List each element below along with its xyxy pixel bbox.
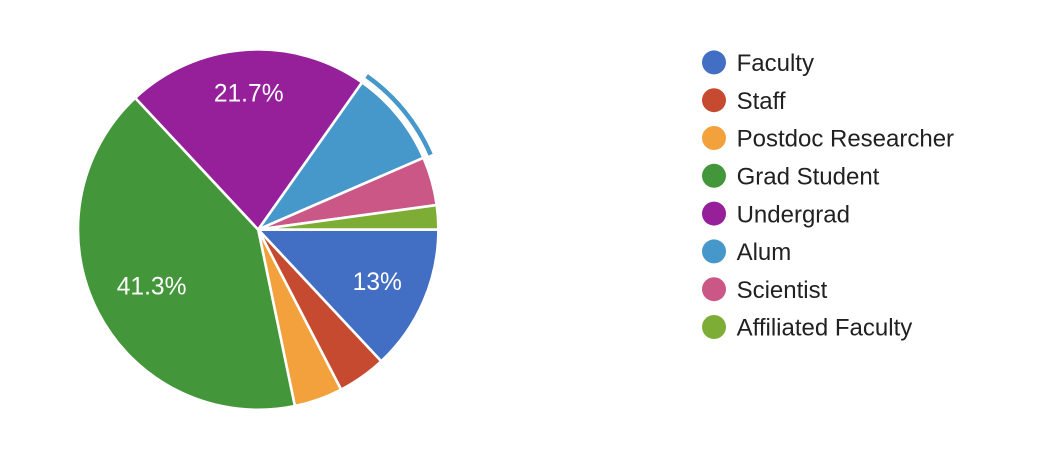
svg-text:Faculty: Faculty	[737, 50, 814, 77]
svg-text:Postdoc Researcher: Postdoc Researcher	[737, 126, 954, 153]
svg-text:Undergrad: Undergrad	[737, 201, 850, 228]
svg-text:Alum: Alum	[737, 239, 792, 266]
svg-text:Grad Student: Grad Student	[737, 164, 880, 191]
svg-text:Affiliated Faculty: Affiliated Faculty	[737, 315, 913, 342]
svg-text:13%: 13%	[353, 269, 402, 296]
svg-text:41.3%: 41.3%	[117, 273, 187, 300]
svg-text:Scientist: Scientist	[737, 277, 828, 304]
svg-text:Staff: Staff	[737, 88, 786, 115]
svg-text:21.7%: 21.7%	[214, 80, 284, 107]
